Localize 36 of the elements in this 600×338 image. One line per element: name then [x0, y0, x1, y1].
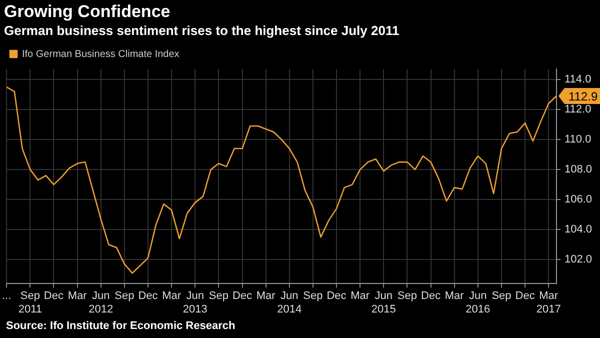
x-tick-label: Sep — [114, 290, 134, 302]
x-tick-label: Dec — [44, 290, 64, 302]
y-tick-label: 112.0 — [564, 104, 592, 116]
y-tick-label: 102.0 — [564, 254, 592, 266]
chart-subtitle: German business sentiment rises to the highest since July 2011 — [4, 22, 400, 38]
source-note: Source: Ifo Institute for Economic Research — [5, 319, 236, 334]
x-tick-label: Mar — [68, 290, 88, 302]
x-tick-label: Jun 2014 — [277, 290, 302, 316]
y-tick-label: 106.0 — [564, 194, 592, 206]
x-tick-label: Dec — [138, 290, 158, 302]
x-tick-label: ... — [2, 290, 12, 302]
x-tick-label: Dec — [515, 290, 536, 302]
x-tick-label: Dec — [326, 290, 347, 302]
x-tick-label: Jun 2012 — [88, 290, 114, 316]
y-tick-label: 114.0 — [564, 74, 592, 86]
x-tick-label: Jun 2016 — [466, 290, 490, 316]
x-tick-label: Mar 2017 — [536, 290, 561, 316]
chart-title: Growing Confidence — [4, 2, 170, 21]
x-tick-label: Dec — [421, 290, 442, 302]
y-tick-label: 108.0 — [564, 164, 592, 176]
x-tick-label: Sep 2011 — [18, 290, 42, 316]
legend-label: Ifo German Business Climate Index — [22, 48, 180, 60]
x-tick-label: Mar — [444, 290, 464, 302]
x-tick-label: Dec — [232, 290, 253, 302]
x-tick-label: Sep — [208, 290, 228, 302]
data-label: 112.9 — [568, 89, 598, 104]
x-tick-label: Jun 2015 — [371, 290, 396, 316]
x-tick-label: Mar — [350, 290, 370, 302]
x-tick-label: Sep — [492, 290, 512, 302]
x-tick-label: Mar — [162, 290, 182, 302]
x-tick-label: Jun 2013 — [182, 290, 208, 316]
y-tick-label: 104.0 — [564, 224, 592, 236]
x-tick-label: Sep — [303, 290, 323, 302]
x-tick-label: Sep — [397, 290, 418, 302]
y-tick-label: 110.0 — [564, 134, 592, 146]
x-tick-label: Mar — [256, 290, 276, 302]
